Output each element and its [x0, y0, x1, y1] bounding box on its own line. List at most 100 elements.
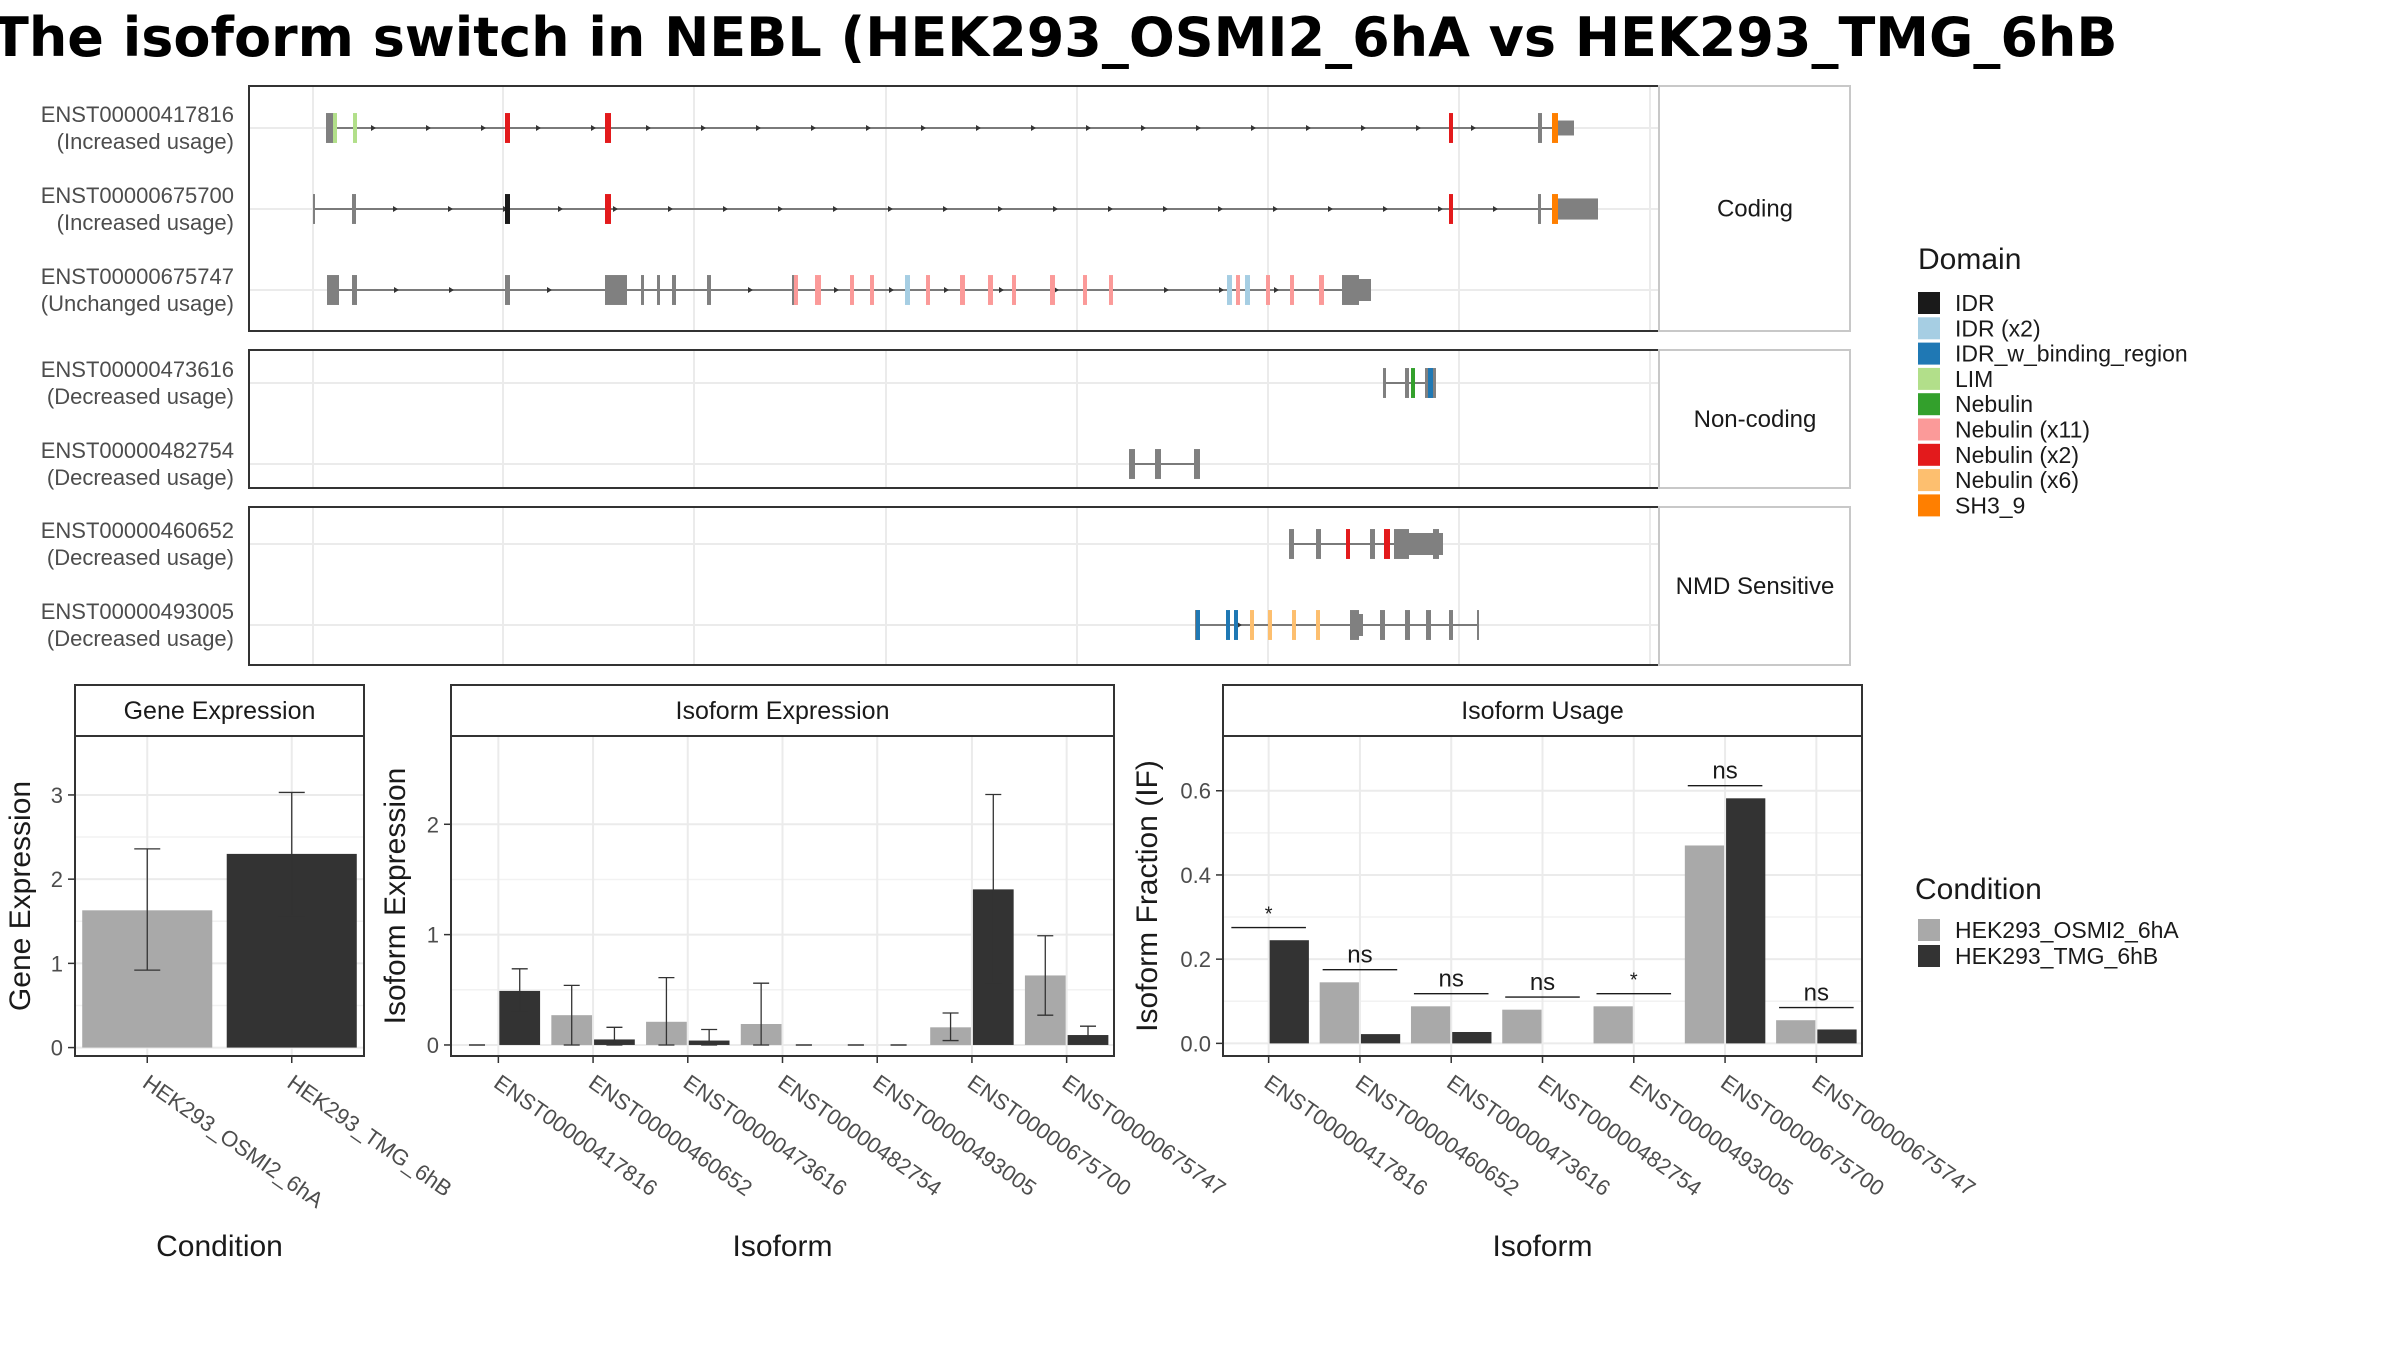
exon	[1290, 275, 1294, 305]
x-tick-label: ENST00000482754	[1534, 1070, 1707, 1201]
exon	[1234, 610, 1238, 640]
transcript-id-label: ENST00000675700	[41, 183, 234, 208]
domain-legend-label: IDR (x2)	[1955, 315, 2041, 341]
facet-strip	[1658, 506, 1851, 666]
x-tick-label: ENST00000493005	[1625, 1070, 1798, 1201]
exon	[352, 194, 356, 224]
exon	[1411, 368, 1415, 398]
y-tick-label: 2	[51, 867, 63, 892]
strand-arrow	[1108, 206, 1113, 212]
bar	[1319, 982, 1359, 1044]
strand-arrow	[1163, 206, 1168, 212]
domain-legend-title: Domain	[1918, 243, 2021, 276]
exon	[905, 275, 910, 305]
x-axis-title: Condition	[156, 1230, 283, 1263]
chart-panel-border	[74, 735, 365, 1057]
significance-label: ns	[1530, 969, 1555, 996]
exon	[333, 113, 337, 143]
y-tick-label: 0	[51, 1036, 63, 1061]
exon	[1552, 113, 1558, 143]
exon	[1552, 194, 1558, 224]
chart-title: Isoform Expression	[676, 697, 890, 725]
exon	[1292, 610, 1296, 640]
strand-arrow	[591, 125, 596, 131]
strand-arrow	[481, 125, 486, 131]
domain-legend-swatch	[1918, 367, 1940, 390]
strand-arrow	[1237, 622, 1242, 628]
exon	[1384, 529, 1390, 559]
significance-label: ns	[1347, 942, 1372, 969]
bar	[1726, 798, 1766, 1044]
exon	[1370, 529, 1375, 559]
exon	[1556, 120, 1574, 136]
exon	[1129, 449, 1135, 479]
transcript-row	[326, 113, 1574, 143]
exon	[1383, 368, 1386, 398]
strand-arrow	[1031, 125, 1036, 131]
significance-label: ns	[1804, 980, 1829, 1007]
domain-legend-swatch	[1918, 292, 1940, 314]
exon	[352, 275, 357, 305]
condition-legend-swatch	[1918, 945, 1940, 967]
strand-arrow	[1383, 206, 1388, 212]
exon	[313, 194, 315, 224]
exon	[1083, 275, 1087, 305]
exon	[707, 275, 711, 305]
exon	[1319, 275, 1324, 305]
strand-arrow	[646, 125, 651, 131]
exon	[641, 275, 644, 305]
condition-legend-label: HEK293_TMG_6hB	[1955, 943, 2158, 969]
exon	[1409, 533, 1421, 555]
exon	[505, 194, 510, 224]
strand-arrow	[943, 206, 948, 212]
chart-strip	[450, 684, 1115, 737]
exon	[505, 275, 510, 305]
y-axis-title: Isoform Expression	[379, 768, 412, 1025]
y-tick-label: 1	[427, 923, 439, 948]
transcript-row	[1129, 449, 1200, 479]
transcript-id-label: ENST00000493005	[41, 599, 234, 624]
strand-arrow	[1196, 125, 1201, 131]
transcript-usage-label: (Increased usage)	[57, 129, 234, 154]
transcript-row	[313, 194, 1598, 224]
domain-legend-swatch	[1918, 418, 1940, 441]
exon	[988, 275, 993, 305]
strand-arrow	[1054, 287, 1059, 293]
strand-arrow	[778, 206, 783, 212]
facet-label: Coding	[1717, 196, 1793, 223]
exon	[1012, 275, 1016, 305]
strand-arrow	[1493, 206, 1498, 212]
strand-arrow	[701, 125, 706, 131]
chart-title: Isoform Usage	[1461, 697, 1624, 725]
exon	[1405, 610, 1410, 640]
strand-arrow	[944, 287, 949, 293]
exon	[657, 275, 660, 305]
transcript-id-label: ENST00000675747	[41, 264, 234, 289]
domain-legend-label: Nebulin	[1955, 391, 2033, 417]
exon	[1346, 529, 1350, 559]
strand-arrow	[1251, 125, 1256, 131]
domain-legend-swatch	[1918, 342, 1940, 365]
x-axis-title: Isoform	[732, 1230, 832, 1263]
exon	[1477, 610, 1479, 640]
exon	[326, 113, 334, 143]
transcript-usage-label: (Increased usage)	[57, 210, 234, 235]
exon	[1196, 610, 1200, 640]
strand-arrow	[1053, 206, 1058, 212]
exon	[353, 113, 357, 143]
transcript-id-label: ENST00000473616	[41, 357, 234, 382]
exon	[327, 275, 339, 305]
y-axis-title: Gene Expression	[4, 781, 37, 1011]
exon	[1226, 610, 1230, 640]
exon	[505, 113, 510, 143]
exon	[960, 275, 965, 305]
exon	[926, 275, 930, 305]
x-axis-title: Isoform	[1492, 1230, 1592, 1263]
strand-arrow	[558, 206, 563, 212]
y-tick-label: 0.2	[1180, 947, 1211, 972]
domain-legend-swatch	[1918, 317, 1940, 340]
transcript-id-label: ENST00000460652	[41, 518, 234, 543]
